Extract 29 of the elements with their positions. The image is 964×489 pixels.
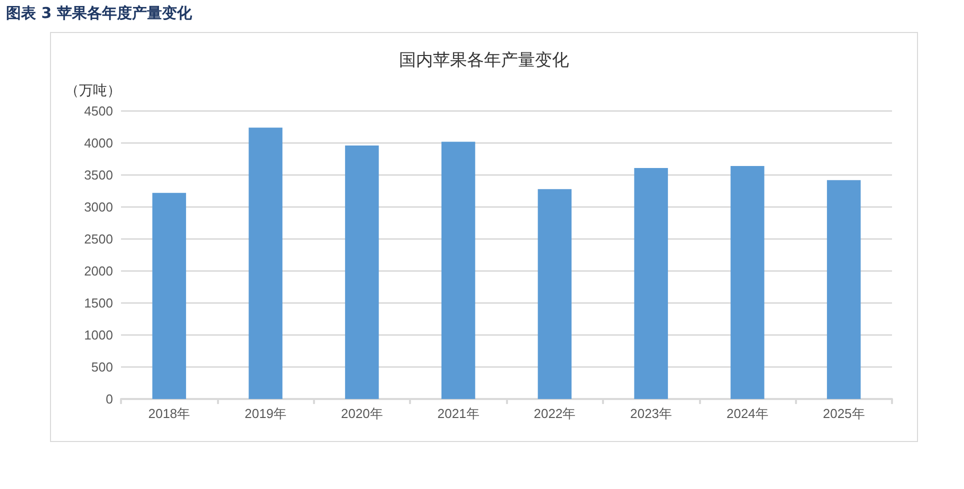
x-tick-label: 2024年 bbox=[726, 406, 768, 421]
x-tick-label: 2023年 bbox=[630, 406, 672, 421]
y-tick-label: 2500 bbox=[84, 232, 113, 246]
bar bbox=[634, 168, 668, 399]
y-tick-label: 0 bbox=[106, 392, 113, 406]
bar bbox=[730, 166, 764, 399]
y-tick-label: 4500 bbox=[84, 104, 113, 118]
bar bbox=[441, 142, 476, 399]
y-tick-label: 3000 bbox=[84, 200, 113, 214]
y-tick-label: 500 bbox=[91, 360, 113, 374]
bar bbox=[152, 192, 186, 399]
bar bbox=[538, 189, 572, 399]
y-axis-title: （万吨） bbox=[65, 82, 121, 98]
y-tick-label: 2000 bbox=[84, 264, 113, 278]
x-tick-label: 2021年 bbox=[437, 406, 480, 421]
chart-title: 国内苹果各年产量变化 bbox=[399, 50, 569, 70]
x-tick-label: 2019年 bbox=[244, 406, 287, 421]
bar bbox=[345, 146, 379, 399]
x-tick-label: 2022年 bbox=[534, 406, 576, 421]
x-tick-label: 2018年 bbox=[148, 406, 190, 421]
text: 图表 3 苹果各年度产量变化 bbox=[6, 4, 192, 23]
bar bbox=[248, 128, 282, 399]
y-tick-label: 1500 bbox=[84, 296, 113, 310]
y-tick-label: 4000 bbox=[84, 136, 113, 150]
x-tick-label: 2020年 bbox=[340, 406, 383, 421]
bar bbox=[826, 180, 861, 399]
y-tick-label: 1000 bbox=[84, 328, 113, 342]
x-tick-label: 2025年 bbox=[822, 406, 865, 421]
y-tick-label: 3500 bbox=[84, 168, 113, 182]
